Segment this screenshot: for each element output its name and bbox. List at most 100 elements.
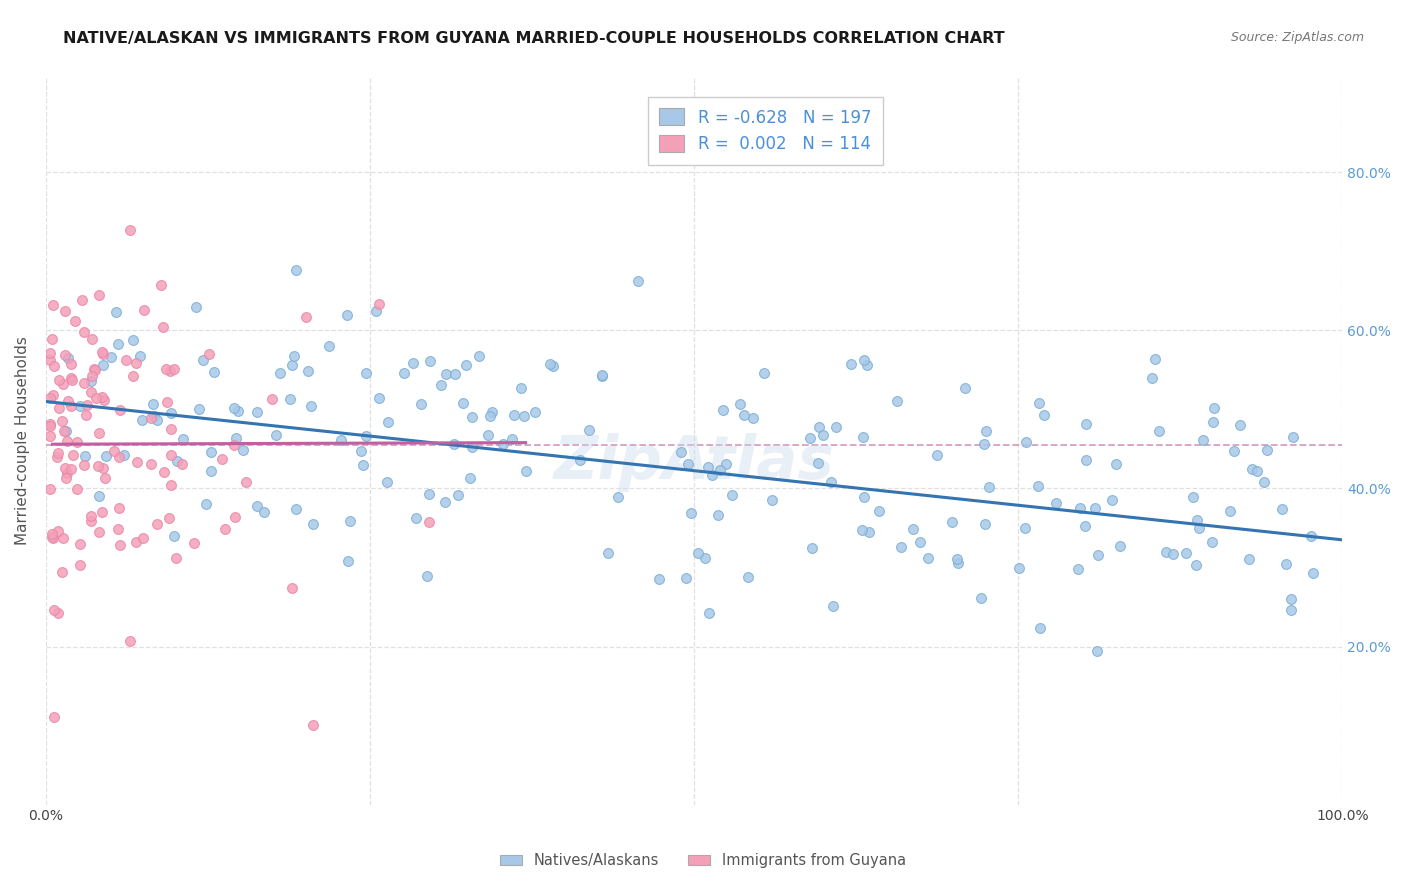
- Point: [160, 422, 183, 436]
- Point: [1008, 561, 1031, 575]
- Point: [1101, 492, 1123, 507]
- Point: [211, 452, 233, 467]
- Point: [264, 428, 287, 442]
- Point: [246, 499, 269, 513]
- Point: [820, 475, 842, 490]
- Point: [368, 297, 391, 311]
- Point: [56, 393, 79, 408]
- Point: [364, 304, 387, 318]
- Point: [1175, 546, 1198, 560]
- Point: [53, 461, 76, 475]
- Point: [125, 455, 148, 469]
- Point: [72, 325, 94, 339]
- Point: [145, 413, 167, 427]
- Point: [42, 298, 65, 312]
- Point: [260, 392, 283, 407]
- Point: [578, 423, 600, 437]
- Point: [1279, 603, 1302, 617]
- Point: [811, 428, 834, 442]
- Point: [42, 603, 65, 617]
- Point: [851, 523, 873, 537]
- Point: [461, 440, 484, 454]
- Point: [418, 516, 440, 530]
- Point: [1084, 501, 1107, 516]
- Point: [160, 449, 183, 463]
- Point: [434, 495, 457, 509]
- Point: [48, 606, 70, 620]
- Point: [160, 478, 183, 492]
- Point: [477, 427, 499, 442]
- Point: [87, 288, 110, 302]
- Point: [1074, 453, 1097, 467]
- Point: [509, 381, 531, 395]
- Point: [1105, 457, 1128, 471]
- Point: [55, 425, 77, 439]
- Point: [974, 425, 997, 439]
- Point: [38, 482, 60, 496]
- Point: [702, 467, 724, 482]
- Point: [699, 606, 721, 620]
- Point: [48, 373, 70, 387]
- Point: [297, 364, 319, 378]
- Point: [52, 377, 75, 392]
- Point: [83, 363, 105, 377]
- Point: [977, 480, 1000, 494]
- Point: [281, 581, 304, 595]
- Point: [214, 522, 236, 536]
- Point: [419, 354, 441, 368]
- Point: [839, 357, 862, 371]
- Point: [198, 346, 221, 360]
- Point: [737, 570, 759, 584]
- Point: [184, 300, 207, 314]
- Point: [62, 448, 84, 462]
- Point: [392, 366, 415, 380]
- Point: [377, 416, 399, 430]
- Point: [1144, 352, 1167, 367]
- Point: [686, 546, 709, 560]
- Point: [1067, 562, 1090, 576]
- Point: [131, 413, 153, 427]
- Point: [163, 361, 186, 376]
- Point: [235, 475, 257, 489]
- Point: [66, 482, 89, 496]
- Point: [302, 718, 325, 732]
- Point: [1087, 548, 1109, 562]
- Point: [80, 514, 103, 528]
- Point: [80, 368, 103, 383]
- Point: [56, 434, 79, 448]
- Point: [200, 445, 222, 459]
- Point: [281, 358, 304, 372]
- Point: [91, 358, 114, 372]
- Point: [1282, 430, 1305, 444]
- Point: [60, 399, 83, 413]
- Point: [1202, 415, 1225, 429]
- Point: [1188, 521, 1211, 535]
- Point: [139, 457, 162, 471]
- Point: [301, 517, 323, 532]
- Point: [83, 362, 105, 376]
- Point: [1204, 401, 1226, 415]
- Point: [118, 634, 141, 648]
- Point: [807, 457, 830, 471]
- Point: [941, 515, 963, 529]
- Point: [38, 345, 60, 359]
- Point: [52, 531, 75, 545]
- Point: [38, 392, 60, 406]
- Point: [232, 442, 254, 457]
- Point: [80, 385, 103, 400]
- Point: [352, 458, 374, 472]
- Point: [538, 357, 561, 371]
- Point: [1142, 370, 1164, 384]
- Point: [269, 366, 291, 380]
- Text: ZipAtlas: ZipAtlas: [554, 434, 835, 492]
- Point: [447, 487, 470, 501]
- Point: [278, 392, 301, 406]
- Point: [461, 410, 484, 425]
- Point: [444, 367, 467, 381]
- Point: [114, 352, 136, 367]
- Point: [93, 392, 115, 407]
- Point: [409, 397, 432, 411]
- Point: [60, 373, 83, 387]
- Point: [800, 541, 823, 555]
- Point: [356, 366, 378, 380]
